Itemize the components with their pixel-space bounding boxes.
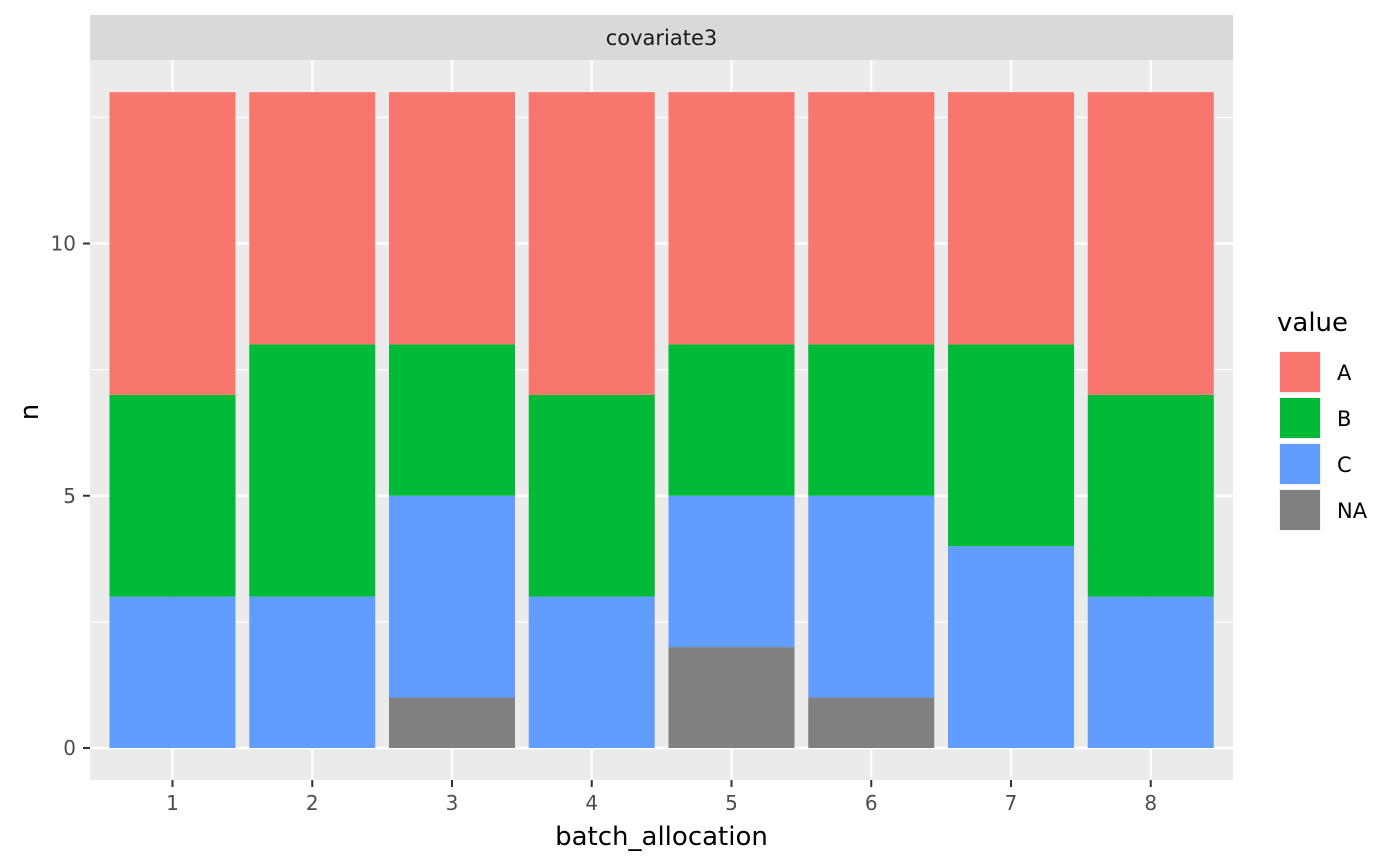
bar-segment-na-6	[808, 697, 935, 748]
legend-label-a: A	[1337, 361, 1352, 385]
bar-segment-b-8	[1087, 394, 1214, 597]
x-tick-label: 4	[585, 791, 598, 815]
bar-segment-a-8	[1087, 92, 1214, 395]
y-tick-label: 5	[63, 484, 76, 508]
x-tick-label: 5	[725, 791, 738, 815]
legend-swatch-c	[1280, 444, 1320, 484]
bar-segment-c-1	[109, 596, 236, 748]
x-tick-label: 2	[306, 791, 319, 815]
legend-swatch-a	[1280, 352, 1320, 392]
bar-segment-c-7	[948, 546, 1074, 748]
x-tick-label: 6	[865, 791, 878, 815]
legend-label-na: NA	[1337, 499, 1368, 523]
bar-segment-a-5	[668, 92, 795, 345]
bar-segment-a-1	[109, 92, 236, 395]
bar-segment-a-2	[249, 92, 376, 345]
legend-swatch-b	[1280, 398, 1320, 438]
legend-label-c: C	[1337, 453, 1352, 477]
bar-segment-c-6	[808, 495, 935, 698]
bar-segment-b-7	[948, 344, 1074, 547]
bar-segment-b-1	[109, 394, 236, 597]
bar-segment-b-4	[528, 394, 655, 597]
legend-swatch-na	[1280, 490, 1320, 530]
bar-segment-a-3	[389, 92, 515, 345]
bar-segment-c-2	[249, 596, 376, 748]
y-axis-title: n	[15, 404, 45, 420]
bar-segment-c-5	[668, 495, 795, 648]
y-tick-label: 0	[63, 736, 76, 760]
bar-segment-c-3	[389, 495, 515, 698]
x-tick-label: 8	[1144, 791, 1157, 815]
bar-segment-na-3	[389, 697, 515, 748]
bar-segment-a-7	[948, 92, 1074, 345]
legend: value ABC NA	[1277, 308, 1368, 531]
bar-segment-a-4	[528, 92, 655, 395]
y-axis: 0 5 10	[51, 232, 90, 760]
x-tick-label: 7	[1005, 791, 1018, 815]
bar-segment-c-4	[528, 596, 655, 748]
x-axis: 1 2 3 4 5 6 7 8	[166, 780, 1157, 815]
bar-segment-c-8	[1087, 596, 1214, 748]
bar-segment-b-6	[808, 344, 935, 496]
bars	[109, 92, 1214, 748]
y-tick-label: 10	[51, 232, 76, 256]
facet-strip: covariate3	[90, 15, 1233, 60]
bar-segment-b-5	[668, 344, 795, 496]
legend-title: value	[1277, 308, 1348, 338]
bar-segment-b-3	[389, 344, 515, 496]
x-tick-label: 1	[166, 791, 179, 815]
bar-segment-b-2	[249, 344, 376, 597]
facet-strip-label: covariate3	[606, 26, 718, 50]
bar-segment-a-6	[808, 92, 935, 345]
x-axis-title: batch_allocation	[555, 822, 768, 852]
bar-segment-na-5	[668, 647, 795, 748]
legend-label-b: B	[1337, 407, 1351, 431]
x-tick-label: 3	[446, 791, 459, 815]
facet-strip-background	[90, 15, 1233, 60]
